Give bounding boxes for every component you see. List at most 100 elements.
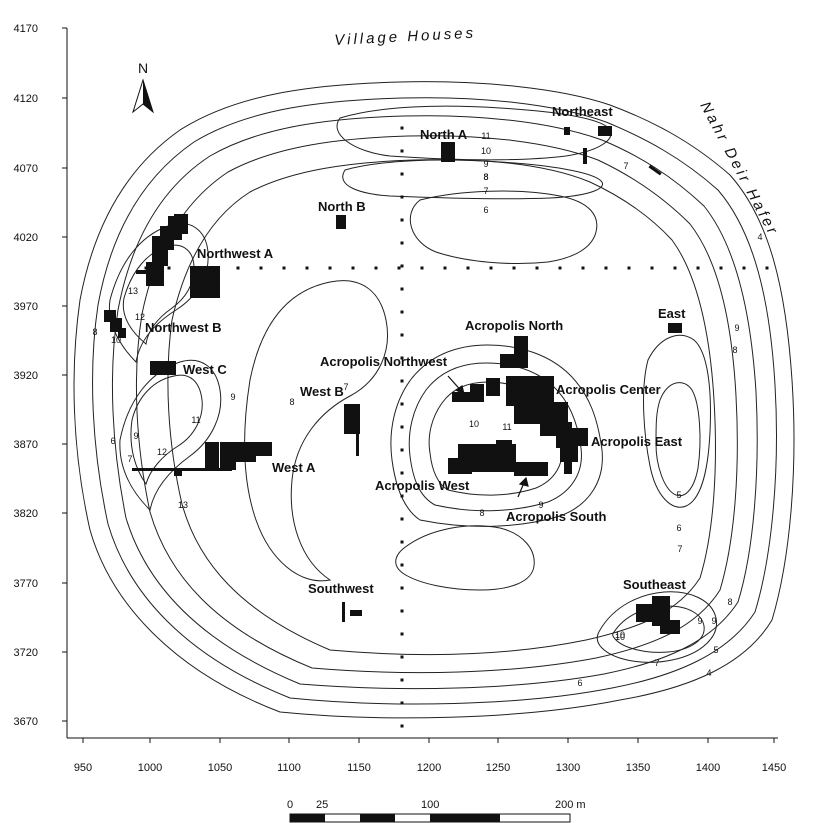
contour-label: 6 bbox=[110, 436, 115, 446]
edge-label-village-houses: Village Houses bbox=[334, 25, 476, 49]
area-label-acropolis-northwest: Acropolis Northwest bbox=[320, 354, 448, 369]
grid-dot bbox=[259, 266, 263, 270]
x-tick-label: 1350 bbox=[626, 762, 650, 774]
area-label-northeast: Northeast bbox=[552, 104, 613, 119]
contour-label: 5 bbox=[713, 645, 718, 655]
grid-dot bbox=[400, 609, 404, 613]
contour-label: 12 bbox=[157, 447, 167, 457]
area-label-northwest-b: Northwest B bbox=[145, 320, 222, 335]
contour-label: 6 bbox=[483, 205, 488, 215]
y-tick-label: 4120 bbox=[14, 93, 38, 105]
grid-dot bbox=[443, 266, 447, 270]
contour-label: 9 bbox=[734, 323, 739, 333]
contour-label: 9 bbox=[697, 616, 702, 626]
area-label-acropolis-center: Acropolis Center bbox=[556, 382, 661, 397]
grid-dot bbox=[400, 149, 404, 153]
area-label-acropolis-west: Acropolis West bbox=[375, 478, 470, 493]
grid-dot bbox=[558, 266, 562, 270]
grid-dot bbox=[374, 266, 378, 270]
grid-dot bbox=[400, 379, 404, 383]
grid-dot bbox=[400, 172, 404, 176]
grid-dot bbox=[400, 195, 404, 199]
grid-dot bbox=[400, 310, 404, 314]
contour-label: 8 bbox=[732, 345, 737, 355]
grid-dot bbox=[400, 356, 404, 360]
survey-grid bbox=[144, 126, 769, 728]
grid-dot bbox=[400, 517, 404, 521]
contour-label: 9 bbox=[483, 159, 488, 169]
contour-labels: 11 10 9 8 7 6 4 12 13 8 10 9 8 7 11 12 1… bbox=[92, 131, 762, 688]
grid-dot bbox=[420, 266, 424, 270]
y-tick-label: 3720 bbox=[14, 647, 38, 659]
contour-label: 8 bbox=[483, 172, 488, 182]
x-tick-label: 1450 bbox=[762, 762, 786, 774]
grid-dot bbox=[400, 701, 404, 705]
structure-west-b bbox=[344, 404, 360, 456]
contour-label: 7 bbox=[677, 544, 682, 554]
grid-dot bbox=[400, 655, 404, 659]
y-tick-label: 3820 bbox=[14, 508, 38, 520]
label-leaders bbox=[447, 375, 529, 498]
area-label-east: East bbox=[658, 306, 686, 321]
excavated-structures bbox=[104, 126, 682, 634]
grid-dot bbox=[400, 540, 404, 544]
contour-label: 9 bbox=[711, 616, 716, 626]
contour-label: 9 bbox=[230, 392, 235, 402]
x-tick-label: 1400 bbox=[696, 762, 720, 774]
y-tick-label: 4070 bbox=[14, 163, 38, 175]
structure-southwest bbox=[342, 602, 362, 622]
area-labels: Northeast North A North B Northwest A No… bbox=[145, 104, 687, 596]
contour-label: 8 bbox=[483, 172, 488, 182]
grid-dot bbox=[167, 266, 171, 270]
area-label-acropolis-east: Acropolis East bbox=[591, 434, 683, 449]
y-tick-label: 3870 bbox=[14, 439, 38, 451]
area-label-north-a: North A bbox=[420, 127, 468, 142]
contour-label: 11 bbox=[481, 131, 490, 141]
contour-label: 7 bbox=[623, 161, 628, 171]
structure-northwest-b bbox=[104, 310, 126, 338]
scale-label: 100 bbox=[421, 799, 439, 811]
grid-dot bbox=[400, 287, 404, 291]
grid-dot bbox=[719, 266, 723, 270]
scale-label: 25 bbox=[316, 799, 328, 811]
x-tick-label: 1300 bbox=[556, 762, 580, 774]
y-tick-label: 4020 bbox=[14, 232, 38, 244]
grid-dot bbox=[535, 266, 539, 270]
contour-label: 7 bbox=[483, 186, 488, 196]
grid-dot bbox=[236, 266, 240, 270]
grid-dot bbox=[282, 266, 286, 270]
structure-east bbox=[668, 323, 682, 333]
grid-dot bbox=[400, 471, 404, 475]
grid-dot bbox=[400, 448, 404, 452]
grid-dot bbox=[400, 241, 404, 245]
contour-label: 13 bbox=[178, 500, 188, 510]
area-label-acropolis-south: Acropolis South bbox=[506, 509, 606, 524]
area-label-southwest: Southwest bbox=[308, 581, 374, 596]
grid-dot bbox=[400, 126, 404, 130]
edge-label-nahr-deir-hafer: Nahr Deir Hafer bbox=[696, 99, 781, 239]
contour-label: 12 bbox=[135, 312, 145, 322]
contour-label: 7 bbox=[654, 658, 659, 668]
structure-north-a bbox=[441, 142, 455, 162]
grid-dot bbox=[400, 563, 404, 567]
axes: 4170 4120 4070 4020 3970 3920 3870 3820 … bbox=[14, 23, 787, 774]
x-tick-label: 1050 bbox=[208, 762, 232, 774]
grid-dot bbox=[650, 266, 654, 270]
grid-dot bbox=[512, 266, 516, 270]
grid-dot bbox=[351, 266, 355, 270]
contour-label: 8 bbox=[479, 508, 484, 518]
grid-dot bbox=[400, 586, 404, 590]
grid-dot bbox=[400, 218, 404, 222]
contour-label: 11 bbox=[502, 422, 511, 432]
contour-label: 10 bbox=[615, 632, 625, 642]
area-label-west-c: West C bbox=[183, 362, 227, 377]
grid-dot bbox=[400, 333, 404, 337]
structure-northeast bbox=[564, 126, 662, 176]
structure-west-c bbox=[150, 361, 176, 375]
grid-dot bbox=[627, 266, 631, 270]
north-arrow: N bbox=[132, 60, 154, 114]
area-label-southeast: Southeast bbox=[623, 577, 687, 592]
grid-dot bbox=[328, 266, 332, 270]
scale-label: 200 m bbox=[555, 799, 586, 811]
